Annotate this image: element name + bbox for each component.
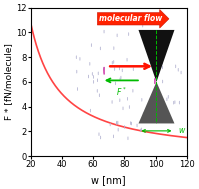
Circle shape: [98, 72, 99, 75]
Polygon shape: [139, 30, 175, 82]
Circle shape: [131, 122, 132, 125]
Circle shape: [103, 67, 104, 70]
Circle shape: [130, 122, 131, 125]
Y-axis label: F * [fN/molecule]: F * [fN/molecule]: [4, 43, 13, 120]
Circle shape: [162, 80, 163, 83]
Polygon shape: [139, 82, 175, 123]
Circle shape: [133, 68, 134, 71]
Circle shape: [162, 66, 163, 69]
Circle shape: [141, 128, 142, 131]
Text: $F^*$: $F^*$: [116, 86, 127, 98]
Circle shape: [162, 36, 163, 39]
Circle shape: [91, 43, 92, 47]
Circle shape: [140, 129, 141, 132]
Circle shape: [113, 135, 114, 138]
Circle shape: [77, 87, 78, 91]
X-axis label: w [nm]: w [nm]: [92, 175, 126, 185]
Circle shape: [142, 24, 143, 27]
Circle shape: [90, 109, 91, 112]
Circle shape: [97, 89, 98, 92]
Text: molecular flow: molecular flow: [99, 14, 162, 23]
Circle shape: [116, 122, 117, 125]
Circle shape: [129, 105, 130, 109]
Circle shape: [127, 18, 128, 22]
Circle shape: [114, 67, 115, 71]
Circle shape: [161, 38, 162, 42]
Circle shape: [88, 75, 89, 78]
Circle shape: [92, 72, 93, 76]
Circle shape: [119, 67, 120, 70]
Circle shape: [124, 125, 125, 129]
Text: $w$: $w$: [178, 126, 186, 135]
Circle shape: [127, 97, 128, 100]
Circle shape: [99, 94, 100, 97]
Circle shape: [115, 19, 116, 23]
Circle shape: [97, 79, 98, 82]
Circle shape: [93, 75, 94, 78]
Circle shape: [100, 136, 101, 139]
Circle shape: [115, 82, 116, 85]
